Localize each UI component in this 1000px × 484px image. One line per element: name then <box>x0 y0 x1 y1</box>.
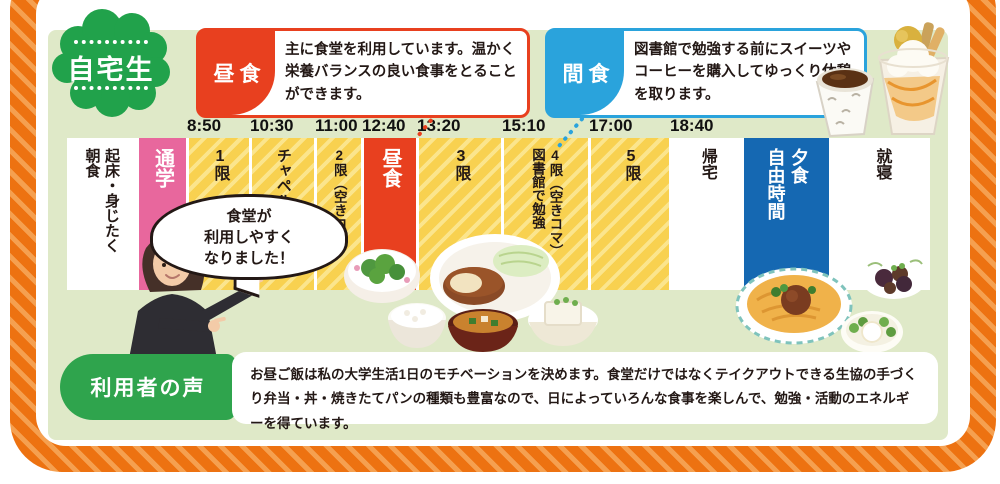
time-label: 17:00 <box>589 116 633 135</box>
dotted-divider <box>74 86 148 90</box>
hamburger-plate <box>430 234 560 322</box>
staff-speech-text: 食堂が 利用しやすく なりました！ <box>203 207 294 267</box>
time-label: 8:50 <box>187 116 222 135</box>
user-voice-tag: 利用者の声 <box>60 354 236 420</box>
lunch-callout: 昼食 主に食堂を利用しています。温かく栄養バランスの良い食事をとることができます… <box>196 28 530 118</box>
tofu-bowl <box>528 297 598 346</box>
timeline-column-dinner: 夕食 自由時間 <box>744 138 829 290</box>
ramen-bowl <box>735 267 853 345</box>
rice-bowl <box>388 303 446 348</box>
snack-callout: 間食 図書館で勉強する前にスイーツやコーヒーを購入してゆっくり休憩を取ります。 <box>545 28 867 118</box>
timeline-column-wakeup: 起床・身じたく 朝食 <box>67 138 136 290</box>
timeline-column-gohome: 帰宅 <box>672 138 741 290</box>
timeline-column-period5: 5限 <box>591 138 669 290</box>
miso-soup-bowl <box>448 309 518 352</box>
time-label: 15:10 <box>502 116 546 135</box>
time-label: 10:30 <box>250 116 294 135</box>
user-voice-text: お昼ご飯は私の大学生活1日のモチベーションを決めます。食堂だけではなくテイクアウ… <box>232 352 938 431</box>
okra-egg-bowl <box>841 311 903 353</box>
badge-label: 自宅生 <box>67 55 155 85</box>
parfait-photo <box>878 22 950 135</box>
staff-speech-bubble: 食堂が 利用しやすく なりました！ <box>150 194 348 280</box>
snack-text: 図書館で勉強する前にスイーツやコーヒーを購入してゆっくり休憩を取ります。 <box>634 42 852 103</box>
eggplant-dish <box>861 257 927 299</box>
lunch-tag: 昼食 <box>199 31 275 115</box>
lunch-set-photo <box>344 234 598 352</box>
snack-tag: 間食 <box>548 31 624 115</box>
dotted-divider <box>74 40 148 44</box>
coffee-cup-photo <box>815 68 875 138</box>
time-label: 11:00 <box>315 116 358 135</box>
time-label: 18:40 <box>670 116 714 135</box>
lunch-text: 主に食堂を利用しています。温かく栄養バランスの良い食事をとることができます。 <box>285 42 517 103</box>
dinner-set-photo <box>735 257 927 353</box>
time-label: 13:20 <box>417 116 461 135</box>
greens-bowl <box>344 249 420 303</box>
home-student-badge: 自宅生 <box>50 6 172 118</box>
time-label: 12:40 <box>362 116 406 135</box>
